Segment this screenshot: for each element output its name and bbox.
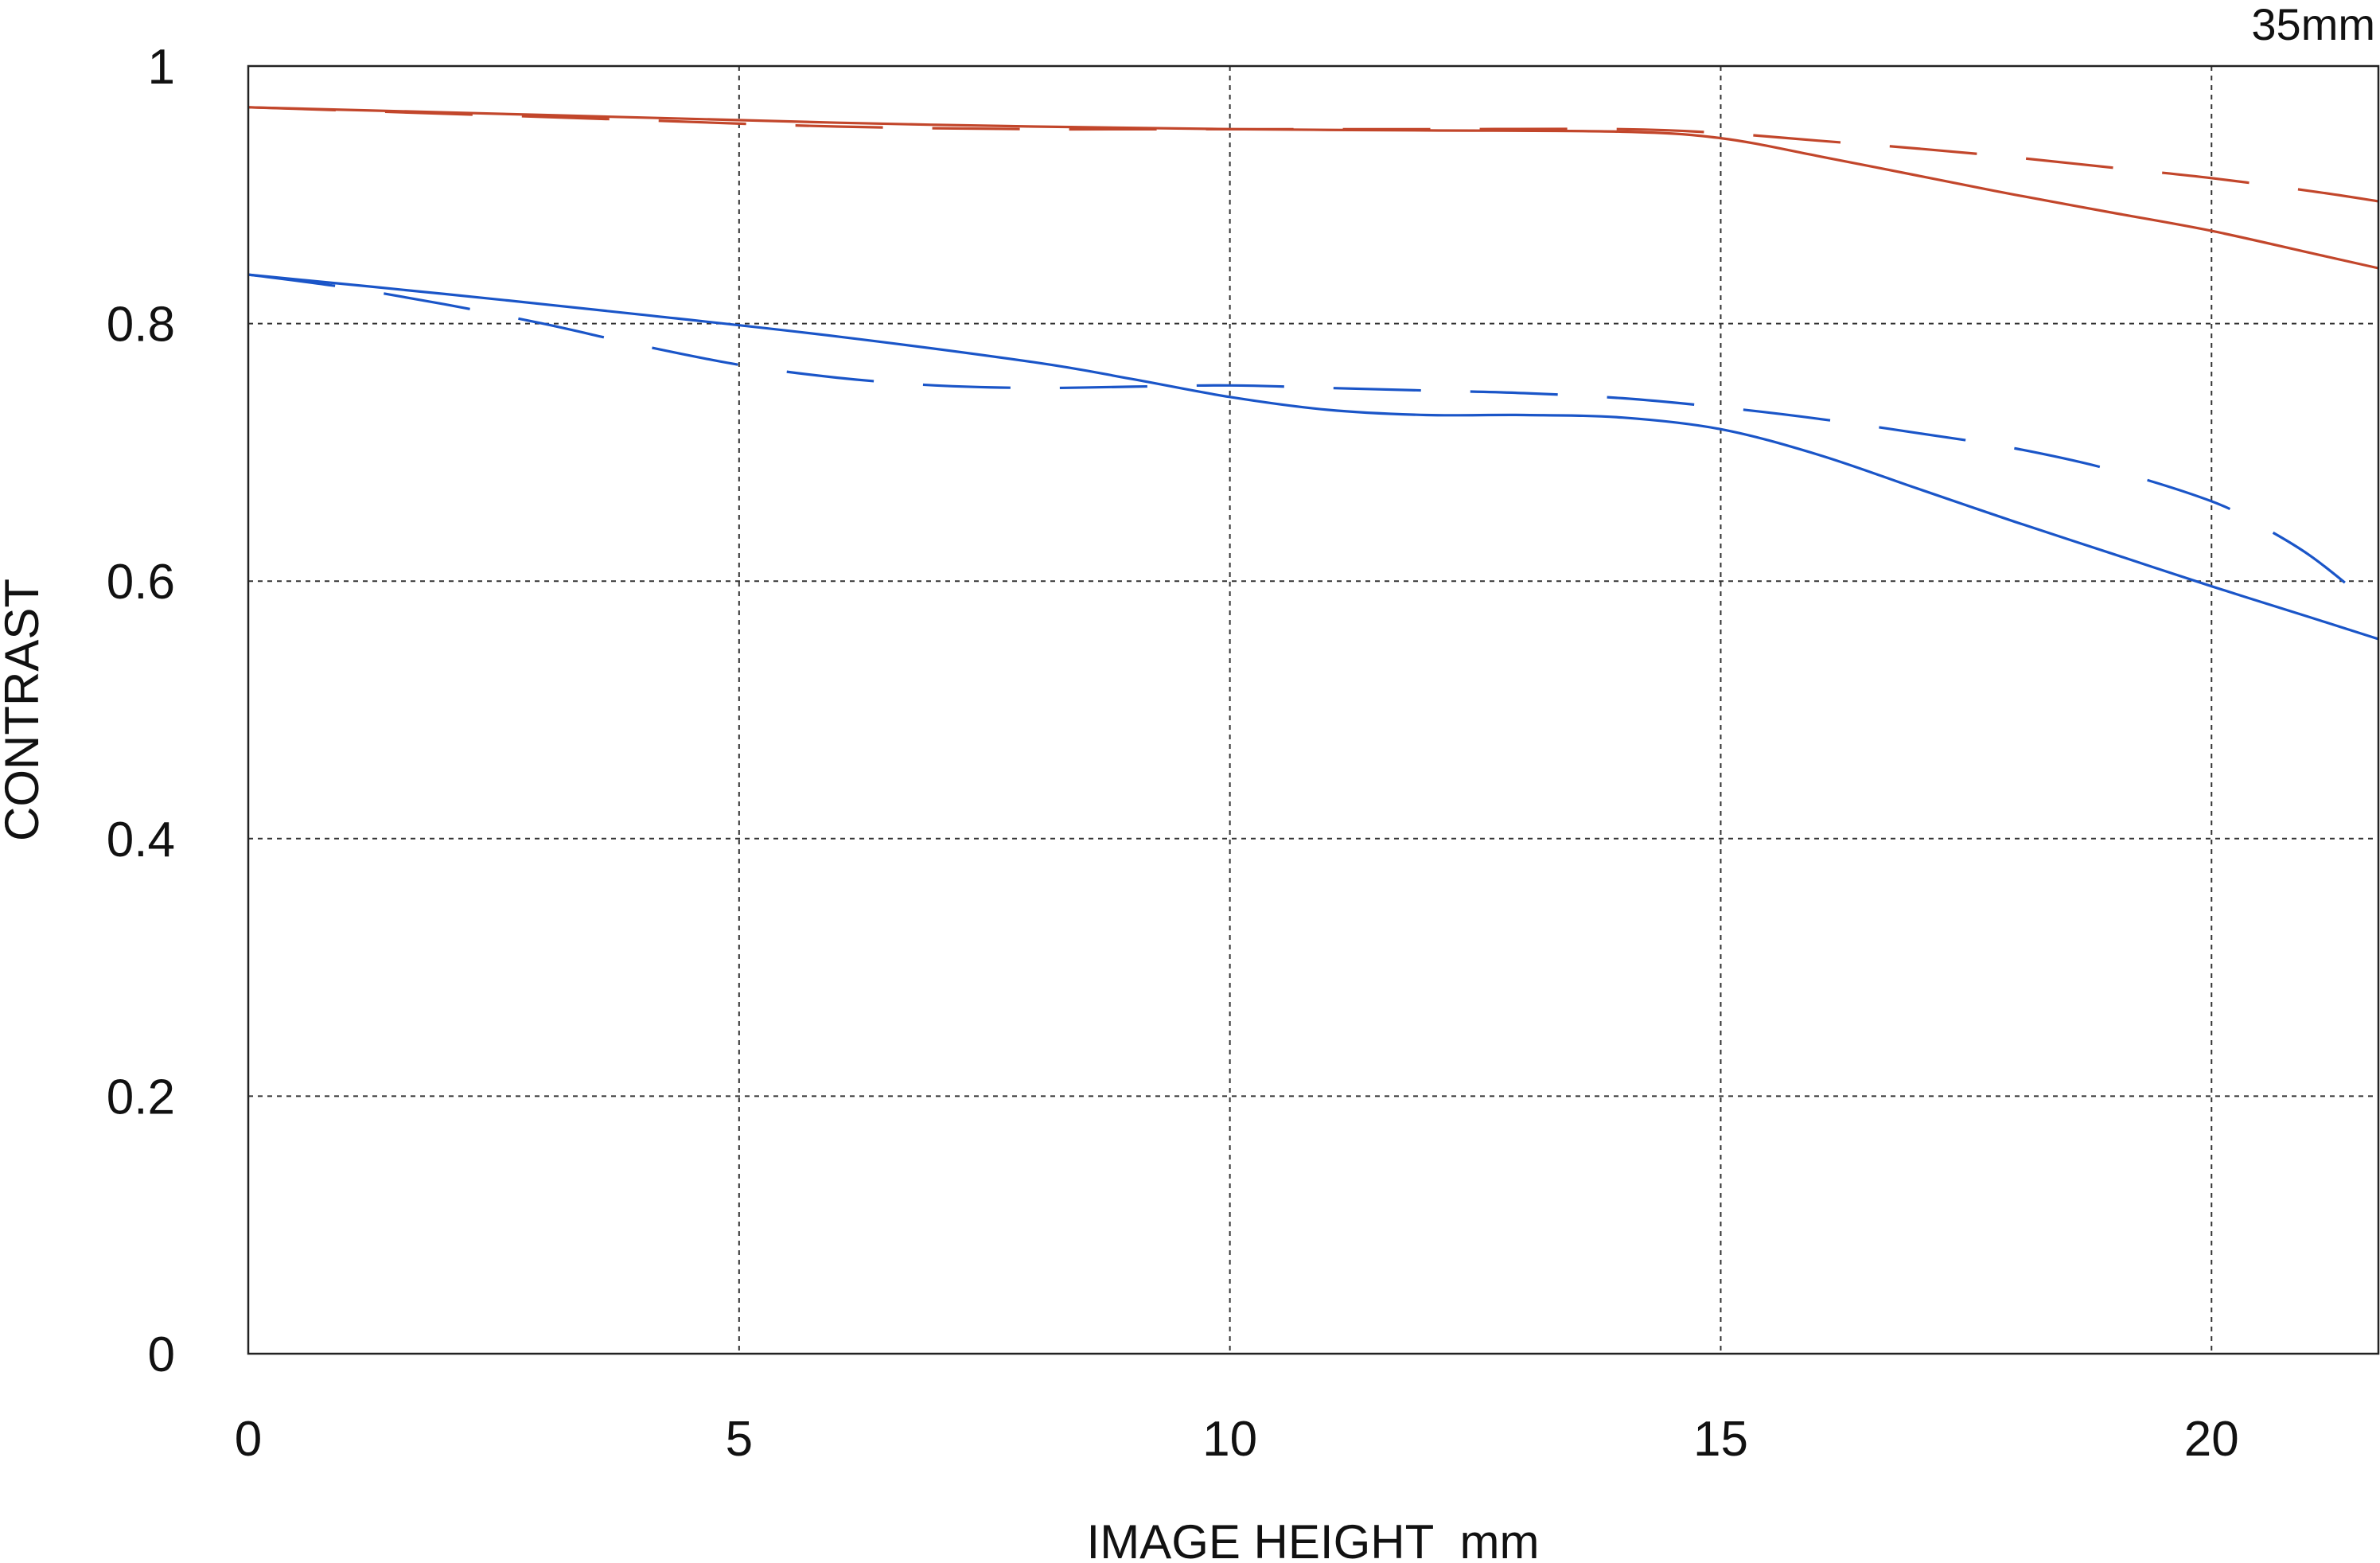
x-axis-label: IMAGE HEIGHT mm [1087, 1515, 1540, 1563]
dashed-series-line-3 [247, 273, 2380, 612]
chart-title: 35mm [2251, 0, 2375, 49]
x-tick-label: 15 [1693, 1412, 1748, 1467]
y-tick-label: 1 [148, 40, 175, 95]
y-tick-label: 0.6 [107, 555, 175, 610]
y-axis-label: CONTRAST [0, 579, 49, 841]
y-tick-labels: 0 0.2 0.4 0.6 0.8 1 [107, 40, 175, 1382]
y-tick-label: 0.8 [107, 298, 175, 353]
y-tick-label: 0 [148, 1327, 175, 1382]
solid-series-line-2 [247, 273, 2379, 641]
series-curves [247, 106, 2380, 641]
x-tick-label: 0 [235, 1412, 262, 1467]
plot-frame [247, 64, 2380, 1355]
y-tick-label: 0.4 [107, 813, 175, 867]
x-tick-labels: 0 5 10 15 20 [235, 1412, 2239, 1467]
grid-lines [248, 66, 2378, 1354]
x-tick-label: 5 [726, 1412, 753, 1467]
dashed-series-line-1 [247, 106, 2379, 203]
x-tick-label: 10 [1202, 1412, 1257, 1467]
solid-series-line-0 [247, 106, 2379, 270]
y-tick-label: 0.2 [107, 1070, 175, 1125]
x-tick-label: 20 [2184, 1412, 2239, 1467]
